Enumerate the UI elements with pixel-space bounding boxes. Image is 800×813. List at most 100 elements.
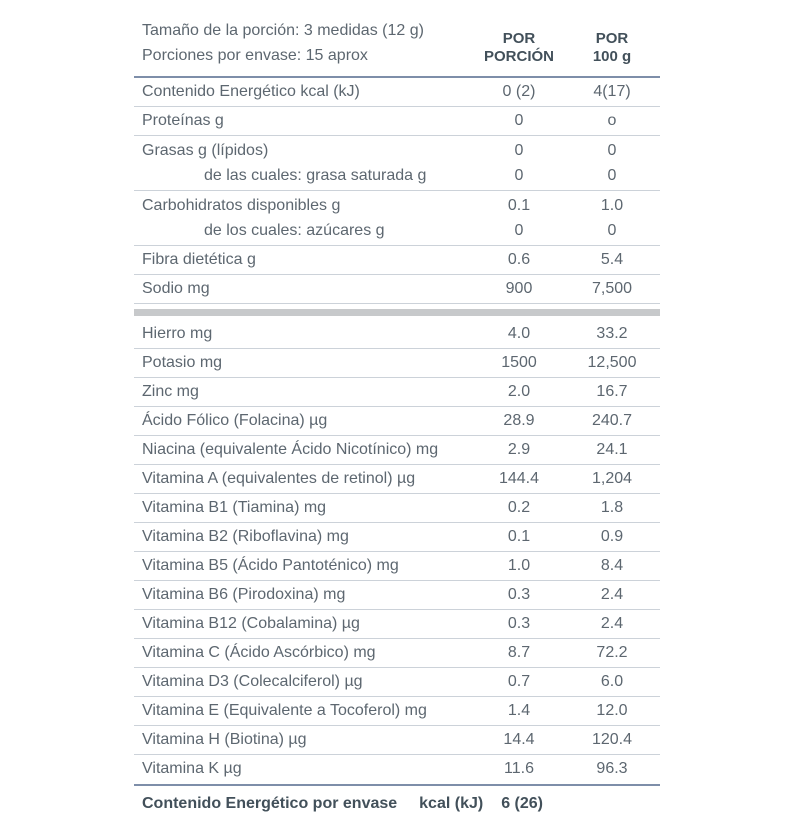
nutrient-label: Vitamina B1 (Tiamina) mg — [142, 499, 327, 516]
nutrient-row: Vitamina B5 (Ácido Pantoténico) mg 1.0 8.4 — [134, 552, 660, 581]
per-100g-value: 33.2 — [596, 325, 628, 342]
per-100g-value: o — [607, 112, 617, 129]
per-100g-value: 7,500 — [591, 280, 633, 297]
col-per-100g-line2: 100 g — [592, 48, 632, 65]
per-serving-value: 2.0 — [507, 383, 531, 400]
nutrient-label: Potasio mg — [142, 354, 223, 371]
nutrient-row: Vitamina K µg 11.6 96.3 — [134, 755, 660, 783]
col-per-serving-line1: POR — [502, 30, 536, 47]
col-per-100g-line1: POR — [595, 30, 629, 47]
nutrient-label: Vitamina H (Biotina) µg — [142, 731, 307, 748]
nutrient-label: Hierro mg — [142, 325, 213, 342]
nutrient-label: de los cuales: azúcares g — [204, 221, 385, 239]
per-serving-value: 1500 — [501, 354, 537, 371]
per-100g-value: 96.3 — [596, 760, 628, 777]
nutrient-row: Contenido Energético kcal (kJ) 0 (2) 4(17) — [134, 78, 660, 107]
per-serving-value: 14.4 — [503, 731, 535, 748]
per-serving-value: 4.0 — [507, 325, 531, 342]
nutrient-label: de las cuales: grasa saturada g — [204, 166, 427, 184]
per-100g-value: 2.4 — [600, 586, 624, 603]
per-100g-value: 0 — [607, 141, 617, 159]
per-serving-value: 0.2 — [507, 499, 531, 516]
nutrient-label: Vitamina B6 (Pirodoxina) mg — [142, 586, 346, 603]
per-serving-value: 0.1 — [507, 528, 531, 545]
section-divider-bar — [134, 309, 660, 316]
per-serving-value: 0 (2) — [502, 83, 536, 100]
servings-per-container-text: Porciones por envase: 15 aprox — [142, 47, 368, 64]
nutrient-label: Carbohidratos disponibles g — [142, 196, 341, 214]
nutrient-row: Vitamina B6 (Pirodoxina) mg 0.3 2.4 — [134, 581, 660, 610]
column-header-per-serving: POR PORCIÓN — [474, 30, 564, 68]
nutrition-facts-panel: Tamaño de la porción: 3 medidas (12 g) P… — [134, 12, 660, 813]
nutrient-row: Vitamina H (Biotina) µg 14.4 120.4 — [134, 726, 660, 755]
per-serving-value: 0 — [514, 221, 524, 239]
per-serving-value: 1.0 — [507, 557, 531, 574]
nutrient-label: Vitamina B2 (Riboflavina) mg — [142, 528, 349, 545]
per-100g-value: 12,500 — [587, 354, 637, 371]
nutrient-label: Vitamina B12 (Cobalamina) µg — [142, 615, 360, 632]
nutrient-row: Fibra dietética g 0.6 5.4 — [134, 246, 660, 275]
nutrient-row: Vitamina B12 (Cobalamina) µg 0.3 2.4 — [134, 610, 660, 639]
nutrient-label: Vitamina E (Equivalente a Tocoferol) mg — [142, 702, 427, 719]
nutrient-label: Proteínas g — [142, 112, 224, 129]
nutrient-row: Grasas g (lípidos) 0 0 de las cuales: grasa… — [134, 136, 660, 191]
per-100g-value: 16.7 — [596, 383, 628, 400]
per-100g-value: 1.8 — [600, 499, 624, 516]
per-serving-value: 0.7 — [507, 673, 531, 690]
per-serving-value: 0.1 — [507, 196, 531, 214]
energy-per-container-unit: kcal (kJ) — [419, 795, 484, 812]
nutrient-row: Vitamina A (equivalentes de retinol) µg 1… — [134, 465, 660, 494]
energy-per-container-value: 6 (26) — [501, 795, 543, 812]
column-header-per-100g: POR 100 g — [564, 30, 660, 68]
nutrient-label: Vitamina K µg — [142, 760, 242, 777]
nutrient-row: Vitamina B2 (Riboflavina) mg 0.1 0.9 — [134, 523, 660, 552]
nutrient-label: Vitamina B5 (Ácido Pantoténico) mg — [142, 557, 399, 574]
nutrient-row: Vitamina B1 (Tiamina) mg 0.2 1.8 — [134, 494, 660, 523]
nutrient-row: Proteínas g 0 o — [134, 107, 660, 136]
nutrient-label: Vitamina D3 (Colecalciferol) µg — [142, 673, 363, 690]
nutrient-row: Niacina (equivalente Ácido Nicotínico) m… — [134, 436, 660, 465]
per-serving-value: 900 — [505, 280, 533, 297]
per-serving-value: 28.9 — [503, 412, 535, 429]
per-serving-value: 11.6 — [504, 760, 534, 777]
nutrient-label: Niacina (equivalente Ácido Nicotínico) m… — [142, 441, 439, 458]
nutrient-label: Contenido Energético kcal (kJ) — [142, 83, 360, 100]
nutrient-label: Zinc mg — [142, 383, 199, 400]
per-100g-value: 240.7 — [591, 412, 633, 429]
per-serving-value: 8.7 — [507, 644, 531, 661]
nutrient-label: Sodio mg — [142, 280, 210, 297]
per-100g-value: 1.0 — [600, 196, 624, 214]
nutrient-row: Potasio mg 1500 12,500 — [134, 349, 660, 378]
per-100g-value: 2.4 — [600, 615, 624, 632]
per-serving-value: 0.6 — [507, 251, 531, 268]
nutrient-label: Fibra dietética g — [142, 251, 256, 268]
vitamins-minerals-section: Hierro mg 4.0 33.2 Potasio mg 1500 12,500 Zinc… — [134, 320, 660, 783]
nutrient-row: Carbohidratos disponibles g 0.1 1.0 de los … — [134, 191, 660, 246]
per-serving-value: 144.4 — [498, 470, 540, 487]
per-serving-value: 0 — [514, 112, 524, 129]
nutrient-row: Ácido Fólico (Folacina) µg 28.9 240.7 — [134, 407, 660, 436]
per-serving-value: 1.4 — [507, 702, 531, 719]
nutrient-label: Ácido Fólico (Folacina) µg — [142, 412, 328, 429]
col-per-serving-line2: PORCIÓN — [483, 48, 554, 65]
nutrient-row: Vitamina D3 (Colecalciferol) µg 0.7 6.0 — [134, 668, 660, 697]
serving-size-text: Tamaño de la porción: 3 medidas (12 g) — [142, 22, 424, 39]
nutrient-row: Vitamina C (Ácido Ascórbico) mg 8.7 72.2 — [134, 639, 660, 668]
nutrient-label: Vitamina C (Ácido Ascórbico) mg — [142, 644, 376, 661]
per-100g-value: 4(17) — [593, 83, 631, 100]
nutrient-row: Zinc mg 2.0 16.7 — [134, 378, 660, 407]
nutrient-row: Hierro mg 4.0 33.2 — [134, 320, 660, 349]
per-serving-value: 2.9 — [507, 441, 531, 458]
per-100g-value: 6.0 — [600, 673, 624, 690]
per-serving-value: 0.3 — [507, 615, 531, 632]
per-100g-value: 1,204 — [591, 470, 633, 487]
nutrient-row: Sodio mg 900 7,500 — [134, 275, 660, 304]
per-100g-value: 12.0 — [596, 702, 628, 719]
footer-rule — [134, 784, 660, 786]
per-100g-value: 0 — [607, 221, 617, 239]
serving-info: Tamaño de la porción: 3 medidas (12 g) P… — [134, 18, 474, 68]
per-100g-value: 120.4 — [591, 731, 633, 748]
nutrient-label: Vitamina A (equivalentes de retinol) µg — [142, 470, 416, 487]
header-rule — [134, 76, 660, 78]
per-100g-value: 24.1 — [596, 441, 628, 458]
